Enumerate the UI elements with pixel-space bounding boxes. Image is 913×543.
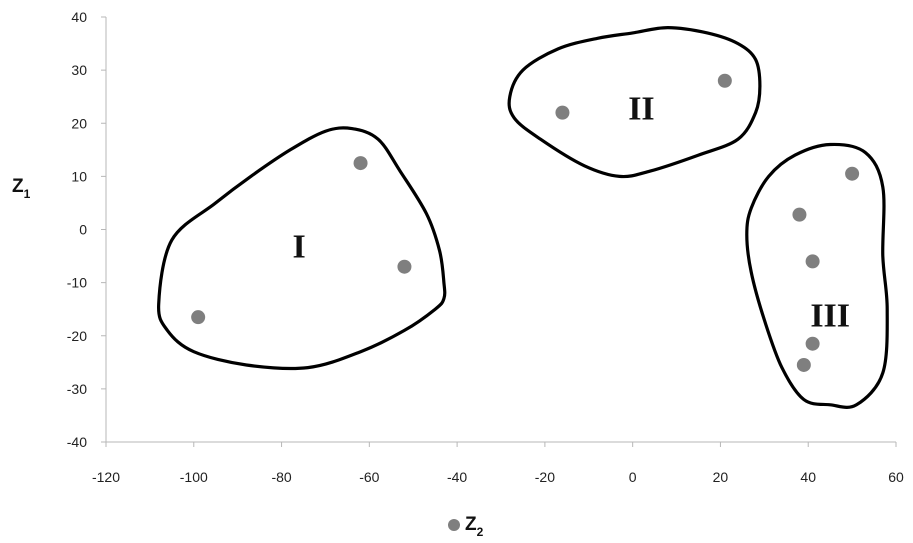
x-tick-label: -20: [535, 469, 555, 485]
x-tick-label: -80: [271, 469, 291, 485]
x-tick-marks: [105, 442, 897, 447]
y-tick-label: -40: [67, 434, 87, 450]
cluster-label: II: [628, 90, 654, 127]
legend-marker: [448, 519, 460, 531]
y-axis-title: Z1: [12, 176, 31, 201]
data-point: [805, 336, 820, 351]
x-tick-label: 0: [629, 469, 637, 485]
x-axis-title: Z2: [465, 514, 484, 539]
x-tick-label: 20: [713, 469, 729, 485]
data-point: [353, 156, 368, 171]
data-point: [792, 207, 807, 222]
cluster-outline-iii: [745, 142, 889, 409]
cluster-label: III: [810, 298, 850, 335]
y-tick-marks: [101, 16, 106, 443]
x-tick-label: 60: [888, 469, 904, 485]
cluster-outline-i: [157, 126, 447, 371]
cluster-outlines: [157, 26, 889, 409]
data-point: [796, 357, 811, 372]
data-point: [845, 166, 860, 181]
data-point: [805, 254, 820, 269]
x-tick-label: -60: [359, 469, 379, 485]
x-axis-title-sub: 2: [477, 525, 484, 539]
y-tick-label: -20: [67, 328, 87, 344]
y-tick-label: 0: [79, 222, 87, 238]
y-tick-label: 20: [71, 115, 87, 131]
x-axis-title-main: Z: [465, 514, 477, 535]
x-tick-label: 40: [800, 469, 816, 485]
cluster-label: I: [292, 228, 305, 265]
y-tick-label: -10: [67, 275, 87, 291]
data-points: [191, 73, 860, 372]
y-axis-title-main: Z: [12, 176, 24, 197]
x-tick-label: -40: [447, 469, 467, 485]
x-tick-labels: -120 -100 -80 -60 -40 -20 0 20 40 60: [92, 469, 904, 485]
y-tick-label: 40: [71, 9, 87, 25]
cluster-outline-ii: [507, 26, 762, 179]
data-point: [555, 105, 570, 120]
data-point: [717, 73, 732, 88]
y-axis-title-sub: 1: [24, 187, 31, 201]
data-point: [397, 259, 412, 274]
x-tick-label: -100: [180, 469, 208, 485]
y-tick-label: 10: [71, 168, 87, 184]
y-tick-label: -30: [67, 381, 87, 397]
data-point: [191, 310, 206, 325]
y-tick-labels: -40 -30 -20 -10 0 10 20 30 40: [67, 9, 87, 450]
y-tick-label: 30: [71, 62, 87, 78]
x-tick-label: -120: [92, 469, 120, 485]
